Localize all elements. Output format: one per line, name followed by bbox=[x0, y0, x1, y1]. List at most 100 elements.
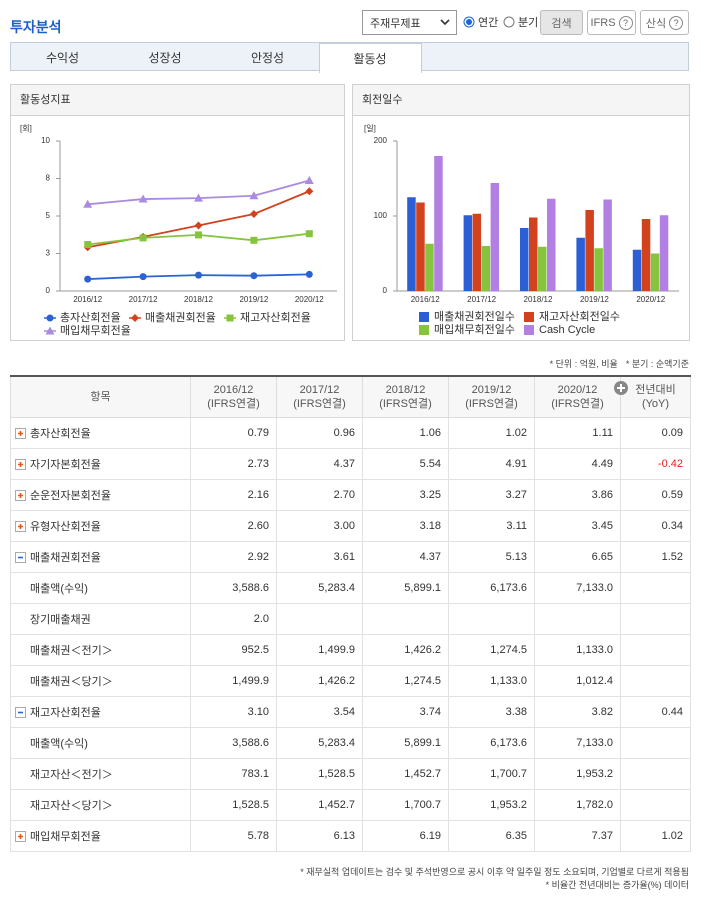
row-label-wrap: 순운전자본회전율 bbox=[15, 487, 183, 503]
y-unit: [일] bbox=[364, 124, 376, 133]
button[interactable]: 산식? bbox=[640, 10, 689, 35]
bar bbox=[434, 156, 443, 291]
column-header: 2019/12 (IFRS연결) bbox=[448, 375, 535, 418]
expand-toggle[interactable] bbox=[15, 427, 26, 439]
expand-toggle[interactable] bbox=[15, 520, 26, 532]
row-label-wrap: 재고자산＜당기＞ bbox=[15, 797, 183, 813]
value-cell bbox=[620, 665, 691, 697]
radio-option[interactable]: 연간 bbox=[463, 14, 498, 30]
tab[interactable]: 활동성 bbox=[318, 43, 422, 73]
radio-label: 연간 bbox=[478, 17, 499, 29]
footnotes: * 재무실적 업데이트는 검수 및 주석반영으로 공시 이후 약 일주일 정도 … bbox=[10, 866, 689, 892]
y-tick-label: 0 bbox=[383, 286, 388, 295]
button[interactable]: 검색 bbox=[540, 10, 583, 35]
value-cell: 4.37 bbox=[276, 448, 363, 480]
value-cell: 1,953.2 bbox=[448, 789, 535, 821]
bar bbox=[659, 215, 669, 291]
add-plus bbox=[616, 384, 625, 392]
point bbox=[249, 191, 259, 200]
toggle-sign bbox=[18, 833, 23, 839]
header-line: (IFRS연결) bbox=[293, 398, 346, 410]
expand-toggle[interactable] bbox=[15, 489, 26, 501]
value-cell: 3.11 bbox=[448, 510, 535, 542]
value-cell: 7,133.0 bbox=[534, 727, 621, 759]
value-cell: 2.16 bbox=[190, 479, 277, 511]
value-cell: 3.61 bbox=[276, 541, 363, 573]
bar bbox=[529, 217, 538, 291]
bar bbox=[585, 210, 594, 291]
header-line: 항목 bbox=[90, 391, 111, 403]
row-label-cell: 매출액(수익) bbox=[10, 572, 191, 604]
value-cell: 4.37 bbox=[362, 541, 449, 573]
header-line: 2018/12 bbox=[385, 384, 426, 396]
value-cell: 7.37 bbox=[534, 820, 621, 852]
value-cell: 1.52 bbox=[620, 541, 691, 573]
row-label-cell: 자기자본회전율 bbox=[10, 448, 191, 480]
toggle-sign bbox=[18, 430, 23, 436]
value-cell: 1,700.7 bbox=[362, 789, 449, 821]
row-label: 매출채권＜전기＞ bbox=[30, 645, 113, 657]
row-label-cell: 총자산회전율 bbox=[10, 417, 191, 449]
value-cell: 4.49 bbox=[534, 448, 621, 480]
footnote: * 비율간 전년대비는 증가율(%) 데이터 bbox=[545, 880, 689, 890]
expand-toggle[interactable] bbox=[15, 551, 26, 563]
help-icon: ? bbox=[669, 15, 684, 30]
value-cell: 1,452.7 bbox=[362, 758, 449, 790]
row-label-wrap: 매출채권회전율 bbox=[15, 549, 183, 565]
expand-toggle[interactable] bbox=[15, 830, 26, 842]
help-icon: ? bbox=[618, 15, 633, 30]
add-icon[interactable] bbox=[613, 380, 629, 396]
column-header: 2017/12 (IFRS연결) bbox=[276, 375, 363, 418]
y-unit: [회] bbox=[20, 124, 32, 133]
bar bbox=[463, 215, 473, 291]
value-cell: 6.65 bbox=[534, 541, 621, 573]
point bbox=[250, 236, 258, 244]
value-cell: 2.0 bbox=[190, 603, 277, 635]
row-label-cell: 재고자산＜전기＞ bbox=[10, 758, 191, 790]
legend-swatch bbox=[419, 325, 429, 335]
radio-icon bbox=[463, 16, 475, 28]
header-line: (YoY) bbox=[641, 398, 670, 410]
radio-svg bbox=[463, 16, 475, 28]
report-select[interactable]: 주재무제표 bbox=[362, 10, 457, 35]
value-cell: 1,133.0 bbox=[448, 665, 535, 697]
table-row: 총자산회전율 0.79 0.96 1.06 1.02 1.11 0.09 bbox=[10, 417, 691, 449]
value-cell: 5.54 bbox=[362, 448, 449, 480]
table-row: 순운전자본회전율 2.16 2.70 3.25 3.27 3.86 0.59 bbox=[10, 479, 691, 511]
value-cell: 5,899.1 bbox=[362, 572, 449, 604]
value-cell: 1,452.7 bbox=[276, 789, 363, 821]
bar bbox=[407, 197, 416, 291]
bar bbox=[520, 228, 529, 291]
expand-toggle[interactable] bbox=[15, 706, 26, 718]
legend-label: Cash Cycle bbox=[539, 324, 595, 336]
bar bbox=[650, 253, 660, 291]
note: * 분기 : 순액기준 bbox=[625, 359, 689, 369]
button[interactable]: IFRS? bbox=[587, 10, 636, 35]
button-label: IFRS bbox=[590, 16, 616, 29]
row-label-wrap: 매출채권＜전기＞ bbox=[15, 642, 183, 658]
point bbox=[139, 234, 147, 242]
row-label-wrap: 재고자산＜전기＞ bbox=[15, 766, 183, 782]
column-header: 2018/12 (IFRS연결) bbox=[362, 375, 449, 418]
header-line: 2017/12 bbox=[299, 384, 340, 396]
value-cell: -0.42 bbox=[620, 448, 691, 480]
value-cell: 1,528.5 bbox=[190, 789, 277, 821]
row-label: 매출액(수익) bbox=[30, 738, 88, 750]
expand-toggle[interactable] bbox=[15, 458, 26, 470]
row-label: 재고자산＜당기＞ bbox=[30, 800, 113, 812]
legend-marker bbox=[131, 314, 139, 322]
row-label: 매입채무회전율 bbox=[30, 831, 101, 843]
row-label-cell: 매입채무회전율 bbox=[10, 820, 191, 852]
header-line: (IFRS연결) bbox=[465, 398, 518, 410]
value-cell: 3.74 bbox=[362, 696, 449, 728]
value-cell: 6,173.6 bbox=[448, 727, 535, 759]
tab[interactable]: 수익성 bbox=[45, 51, 80, 65]
table-row: 유형자산회전율 2.60 3.00 3.18 3.11 3.45 0.34 bbox=[10, 510, 691, 542]
value-cell: 5,283.4 bbox=[276, 572, 363, 604]
point bbox=[138, 194, 148, 203]
radio-option[interactable]: 분기 bbox=[503, 14, 538, 30]
tab[interactable]: 안정성 bbox=[250, 51, 285, 65]
x-tick-label: 2018/12 bbox=[184, 295, 213, 304]
tab[interactable]: 성장성 bbox=[148, 51, 182, 65]
bar bbox=[472, 213, 482, 291]
